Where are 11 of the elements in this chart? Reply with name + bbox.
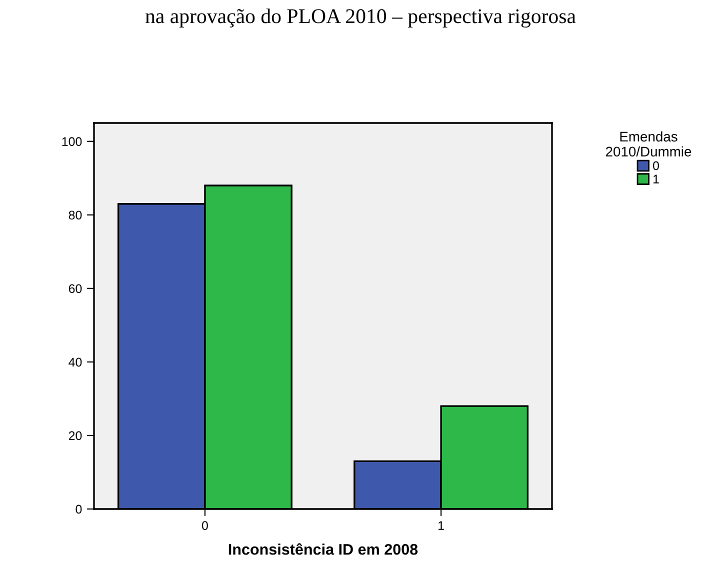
legend-label: 1 — [653, 174, 659, 184]
legend-label: 0 — [653, 161, 659, 170]
x-axis-title: Inconsistência ID em 2008 — [228, 543, 418, 555]
y-tick-label: 20 — [68, 431, 82, 440]
y-tick-label: 40 — [68, 358, 82, 367]
y-tick-label: 100 — [62, 137, 82, 146]
legend-title: Emendas 2010/Dummie — [606, 131, 692, 157]
chart-title: na aprovação do PLOA 2010 – perspectiva rigorosa — [145, 8, 576, 28]
y-tick-label: 60 — [68, 284, 82, 294]
y-tick-label: 0 — [76, 504, 82, 514]
y-tick-label: 80 — [68, 210, 82, 220]
